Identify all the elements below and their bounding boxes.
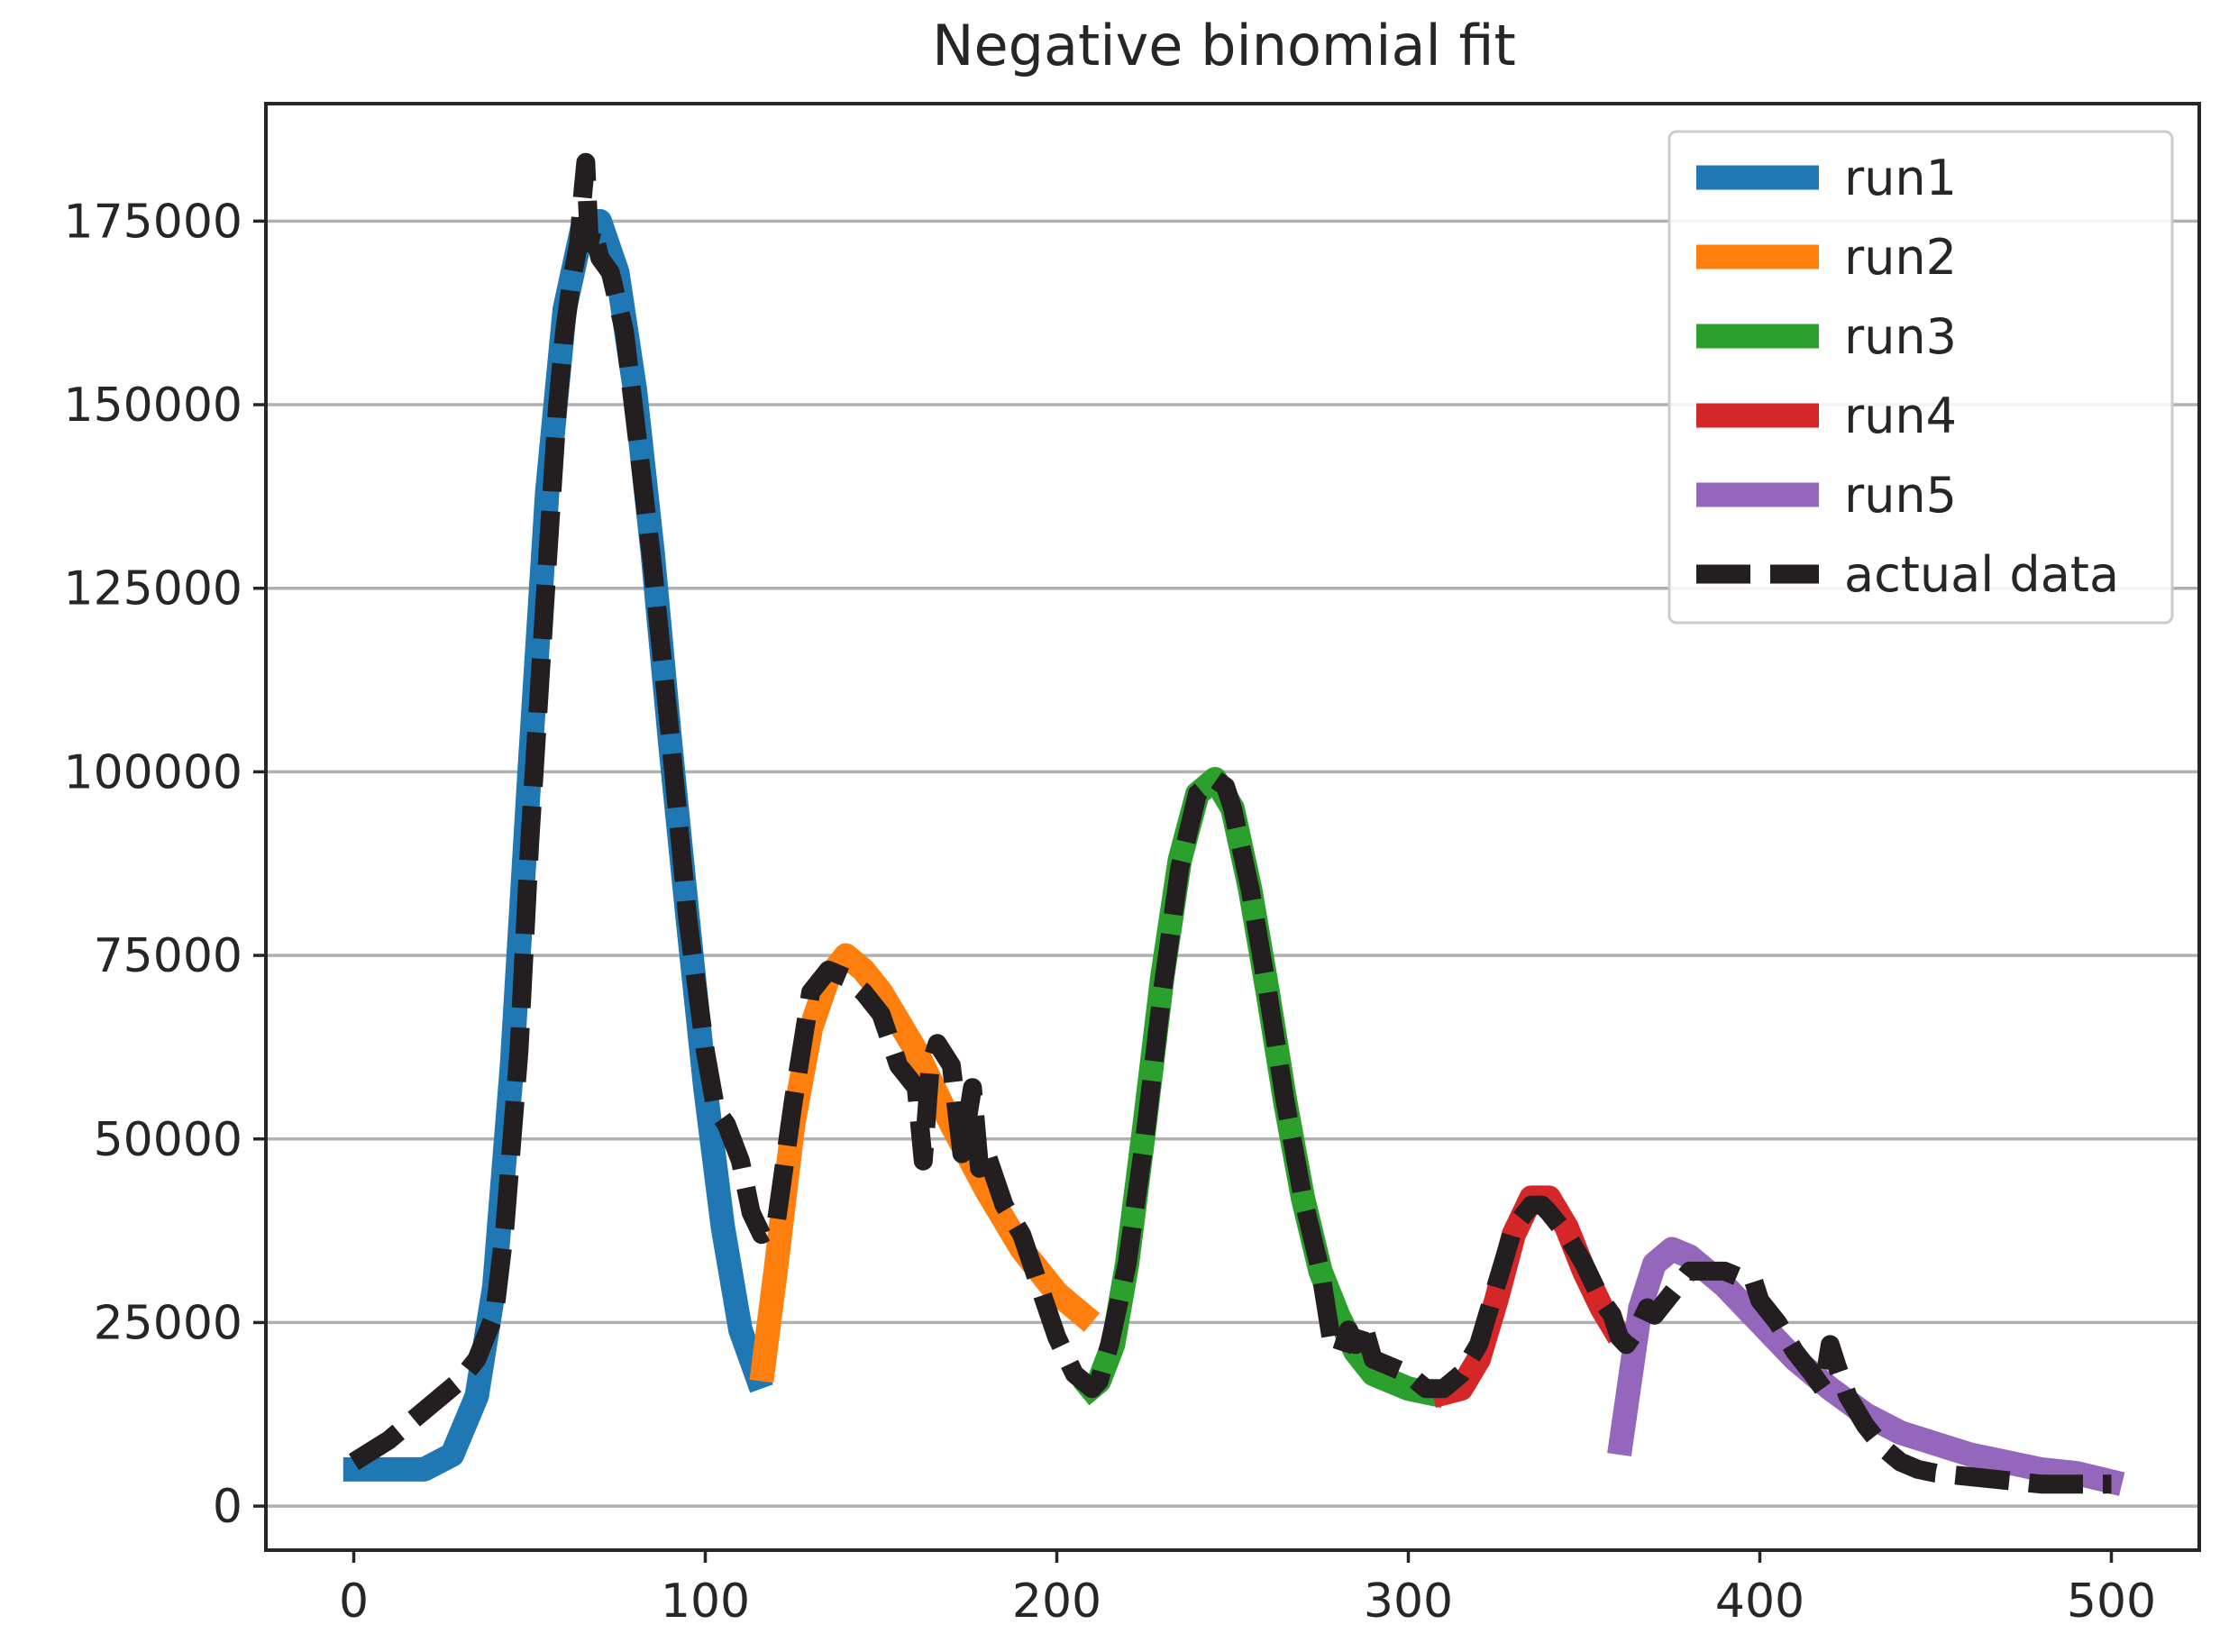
y-tick-label: 0 [213, 1480, 242, 1534]
legend-label: run1 [1844, 150, 1957, 206]
y-tick-label: 100000 [63, 745, 242, 799]
legend-label: run4 [1844, 388, 1957, 444]
x-tick-label: 400 [1715, 1574, 1804, 1629]
x-tick-label: 200 [1012, 1574, 1101, 1629]
y-axis: 0 25000 50000 75000 100000 125000 150000 175000 [63, 195, 266, 1534]
x-tick-label: 300 [1364, 1574, 1453, 1629]
x-tick-label: 500 [2067, 1574, 2156, 1629]
x-tick-label: 100 [661, 1574, 750, 1629]
y-tick-label: 150000 [63, 379, 242, 433]
legend-label: run5 [1844, 467, 1957, 524]
y-tick-label: 75000 [94, 929, 242, 983]
y-tick-label: 125000 [63, 562, 242, 616]
plot-frame [264, 102, 2201, 1552]
x-axis: 0 100 200 300 400 500 [339, 1550, 2156, 1629]
y-tick-label: 25000 [94, 1296, 242, 1350]
legend: run1 run2 run3 run4 run5 actual data [1667, 130, 2174, 625]
x-tick-label: 0 [339, 1574, 369, 1629]
series-layer [343, 152, 2125, 1496]
legend-label: run3 [1844, 308, 1957, 365]
y-tick-label: 50000 [94, 1113, 242, 1167]
legend-label: actual data [1844, 546, 2119, 603]
y-tick-label: 175000 [63, 195, 242, 249]
series-line-actual-data [348, 152, 2112, 1494]
chart-title: Negative binomial fit [932, 13, 1516, 78]
legend-label: run2 [1844, 229, 1957, 286]
